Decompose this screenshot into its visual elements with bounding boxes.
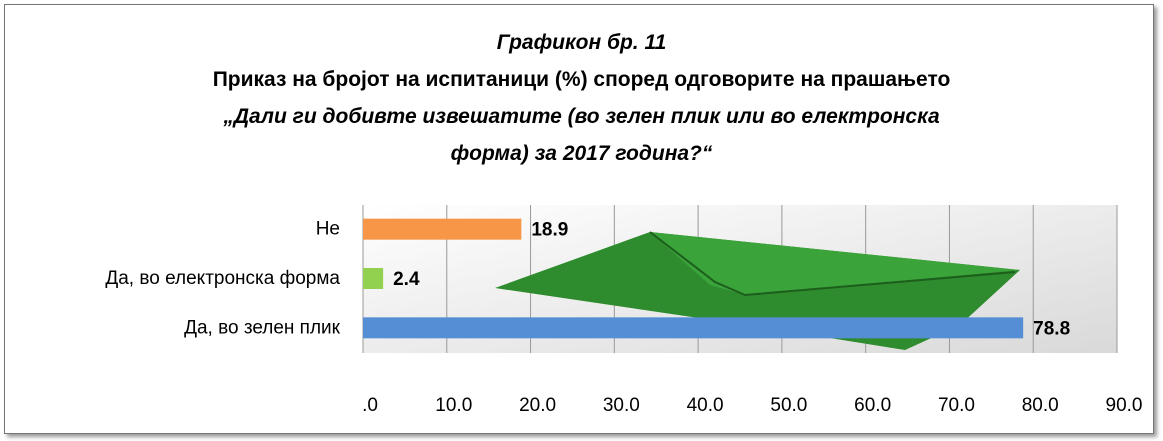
value-label: 2.4 — [393, 269, 420, 290]
x-tick-label: 70.0 — [938, 395, 975, 416]
x-tick-label: 30.0 — [603, 395, 640, 416]
x-tick-label: 40.0 — [687, 395, 724, 416]
value-label: 78.8 — [1033, 318, 1070, 339]
chart: 18.9 2.4 78.8 .0 10.0 20.0 30.0 40.0 50.0 60.0 70… — [0, 0, 1163, 441]
y-tick-label: Не — [316, 219, 340, 240]
x-tick-label: 10.0 — [435, 395, 472, 416]
x-tick-label: 80.0 — [1022, 395, 1059, 416]
x-tick-label: 20.0 — [519, 395, 556, 416]
bar — [363, 268, 383, 289]
bar — [363, 317, 1023, 338]
y-tick-label: Да, во зелен плик — [184, 317, 341, 338]
x-tick-label: 50.0 — [770, 395, 807, 416]
x-tick-label: .0 — [362, 395, 378, 416]
y-tick-label: Да, во електронска форма — [105, 268, 340, 289]
page: Графикон бр. 11 Приказ на бројот на испи… — [0, 0, 1163, 441]
value-label: 18.9 — [531, 220, 568, 241]
bar — [363, 219, 521, 240]
x-tick-label: 60.0 — [854, 395, 891, 416]
x-tick-label: 90.0 — [1106, 395, 1143, 416]
